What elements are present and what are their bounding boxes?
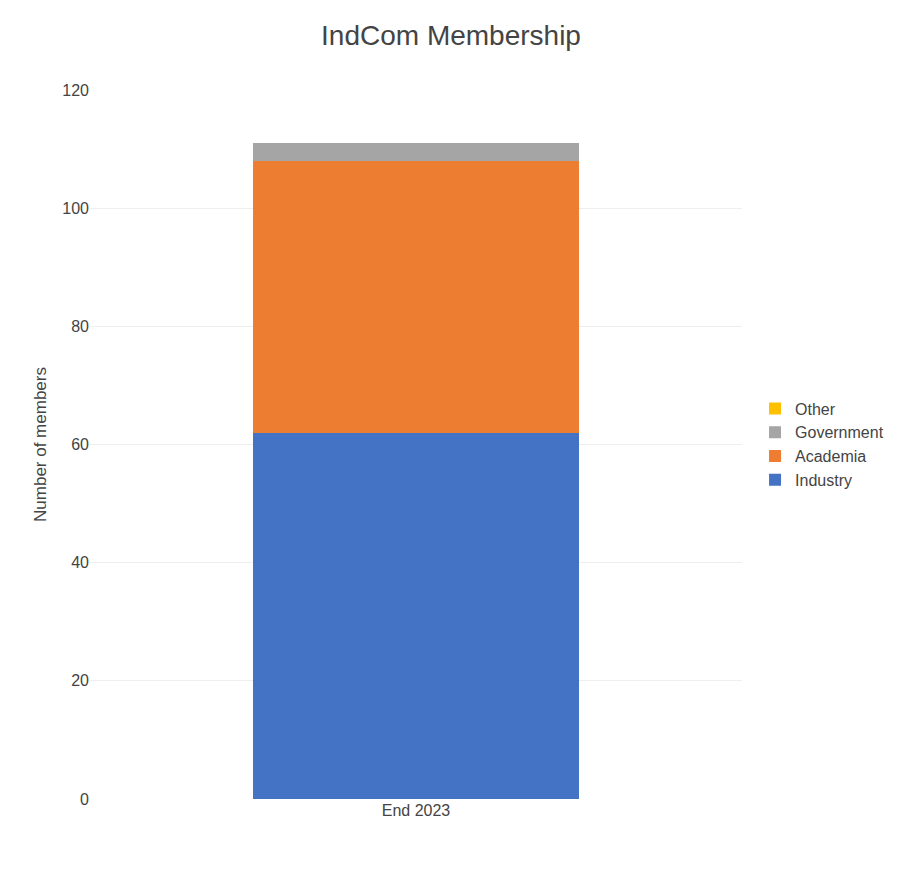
- svg-text:Government: Government: [795, 424, 884, 441]
- svg-text:End 2023: End 2023: [382, 802, 451, 819]
- svg-text:Industry: Industry: [795, 472, 852, 489]
- svg-text:120: 120: [62, 82, 89, 99]
- svg-text:60: 60: [71, 436, 89, 453]
- svg-text:0: 0: [80, 791, 89, 808]
- svg-text:80: 80: [71, 318, 89, 335]
- svg-text:Academia: Academia: [795, 448, 866, 465]
- svg-text:Other: Other: [795, 401, 836, 418]
- svg-text:20: 20: [71, 672, 89, 689]
- svg-text:Number of members: Number of members: [31, 367, 50, 522]
- svg-text:100: 100: [62, 200, 89, 217]
- svg-text:40: 40: [71, 554, 89, 571]
- svg-text:IndCom Membership: IndCom Membership: [321, 20, 581, 51]
